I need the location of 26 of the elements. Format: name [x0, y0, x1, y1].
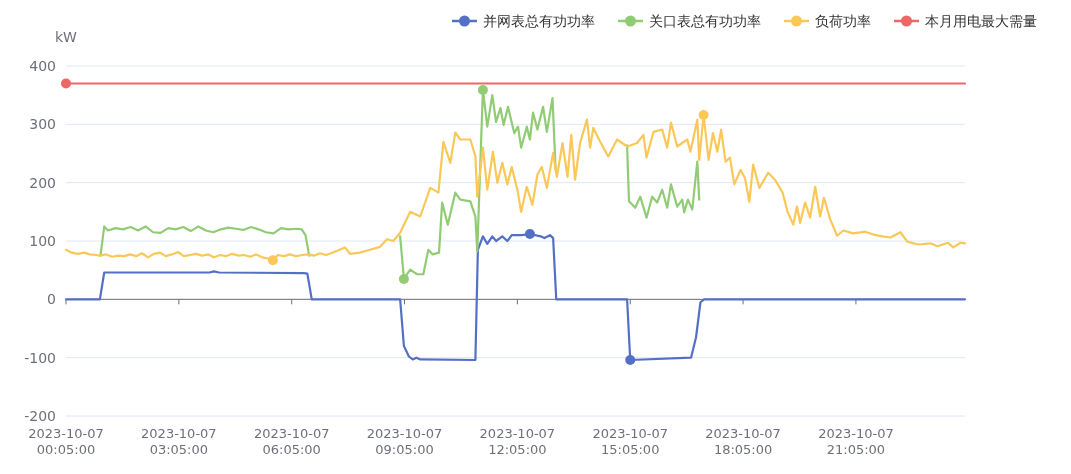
legend-label: 负荷功率	[815, 13, 871, 29]
point	[267, 255, 278, 266]
point	[477, 84, 488, 95]
y-tick-label: 200	[29, 174, 56, 191]
x-tick-label: 2023-10-07 18:05:00	[705, 426, 781, 457]
legend-label: 并网表总有功功率	[483, 13, 595, 29]
point	[524, 229, 535, 239]
x-tick-label: 2023-10-07 12:05:00	[479, 426, 556, 457]
point	[398, 273, 409, 284]
point	[625, 355, 636, 365]
x-tick-label: 2023-10-07 21:05:00	[818, 426, 894, 457]
x-tick-label: 2023-10-07 15:05:00	[592, 426, 669, 457]
legend-label: 本月用电最大需量	[925, 13, 1037, 29]
y-tick-label: 100	[29, 233, 56, 249]
y-tick-label: -200	[24, 408, 56, 424]
legend-label: 关口表总有功功率	[649, 13, 761, 29]
y-tick-label: 400	[29, 58, 56, 74]
y-axis-title: kW	[55, 29, 78, 45]
x-tick-label: 2023-10-07 09:05:00	[366, 426, 443, 457]
y-tick-label: -100	[24, 349, 56, 366]
y-tick-label: 300	[29, 116, 56, 133]
point	[698, 110, 709, 120]
y-tick-label: 0	[47, 291, 56, 308]
x-tick-label: 2023-10-07 00:05:00	[28, 426, 104, 457]
x-tick-label: 2023-10-07 03:05:00	[141, 426, 217, 457]
x-tick-label: 2023-10-07 06:05:00	[253, 426, 330, 457]
